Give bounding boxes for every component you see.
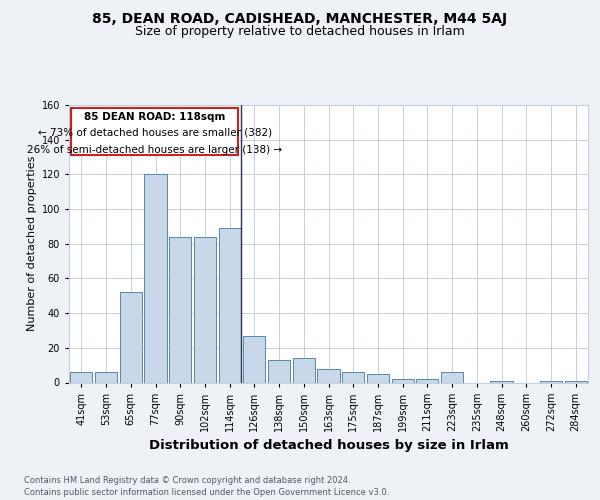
Bar bbox=[268, 360, 290, 382]
Bar bbox=[119, 292, 142, 382]
Bar bbox=[70, 372, 92, 382]
Text: 85 DEAN ROAD: 118sqm: 85 DEAN ROAD: 118sqm bbox=[84, 112, 226, 122]
Bar bbox=[392, 379, 414, 382]
Bar bbox=[565, 381, 587, 382]
Bar bbox=[540, 381, 562, 382]
Bar bbox=[95, 372, 117, 382]
Bar bbox=[441, 372, 463, 382]
Bar bbox=[243, 336, 265, 382]
Bar bbox=[367, 374, 389, 382]
Bar bbox=[293, 358, 315, 382]
Text: 26% of semi-detached houses are larger (138) →: 26% of semi-detached houses are larger (… bbox=[27, 145, 282, 155]
Bar bbox=[145, 174, 167, 382]
Text: ← 73% of detached houses are smaller (382): ← 73% of detached houses are smaller (38… bbox=[38, 128, 272, 138]
FancyBboxPatch shape bbox=[71, 108, 238, 156]
Bar bbox=[490, 381, 512, 382]
Bar bbox=[342, 372, 364, 382]
Text: Contains public sector information licensed under the Open Government Licence v3: Contains public sector information licen… bbox=[24, 488, 389, 497]
X-axis label: Distribution of detached houses by size in Irlam: Distribution of detached houses by size … bbox=[149, 440, 508, 452]
Bar bbox=[416, 379, 439, 382]
Bar bbox=[169, 237, 191, 382]
Bar bbox=[194, 237, 216, 382]
Text: Contains HM Land Registry data © Crown copyright and database right 2024.: Contains HM Land Registry data © Crown c… bbox=[24, 476, 350, 485]
Text: Size of property relative to detached houses in Irlam: Size of property relative to detached ho… bbox=[135, 25, 465, 38]
Text: 85, DEAN ROAD, CADISHEAD, MANCHESTER, M44 5AJ: 85, DEAN ROAD, CADISHEAD, MANCHESTER, M4… bbox=[92, 12, 508, 26]
Bar bbox=[317, 368, 340, 382]
Y-axis label: Number of detached properties: Number of detached properties bbox=[28, 156, 37, 332]
Bar bbox=[218, 228, 241, 382]
